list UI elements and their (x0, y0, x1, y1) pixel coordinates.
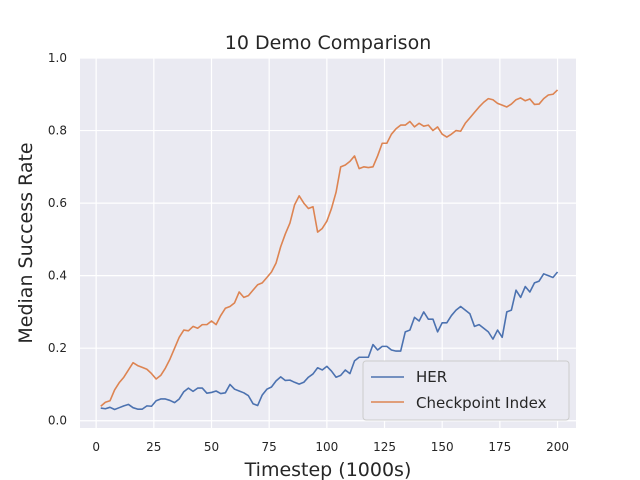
x-tick-label: 200 (546, 440, 569, 454)
x-tick-label: 150 (431, 440, 454, 454)
x-tick-label: 25 (146, 440, 161, 454)
x-tick-label: 175 (488, 440, 511, 454)
y-tick-label: 0.6 (48, 196, 67, 210)
y-tick-label: 0.4 (48, 269, 67, 283)
y-tick-label: 0.0 (48, 414, 67, 428)
x-tick-label: 50 (204, 440, 219, 454)
series-line-checkpoint-index (100, 89, 559, 407)
y-tick-label: 0.2 (48, 341, 67, 355)
x-tick-label: 0 (92, 440, 100, 454)
y-tick-label: 0.8 (48, 124, 67, 138)
series-line-her (100, 271, 559, 411)
series-lines (100, 89, 559, 411)
y-axis-title: Median Success Rate (15, 142, 37, 343)
x-tick-label: 125 (373, 440, 396, 454)
grid-lines (80, 57, 576, 428)
x-tick-label: 100 (315, 440, 338, 454)
legend-label-checkpoint-index: Checkpoint Index (416, 394, 547, 412)
legend: HER Checkpoint Index (362, 360, 570, 421)
x-tick-label: 75 (262, 440, 277, 454)
y-tick-labels: 0.0 0.2 0.4 0.6 0.8 1.0 (48, 51, 67, 428)
y-tick-label: 1.0 (48, 51, 67, 65)
x-tick-labels: 0 25 50 75 100 125 150 175 200 (92, 440, 569, 454)
chart-title: 10 Demo Comparison (225, 32, 431, 54)
legend-box (362, 360, 570, 421)
x-axis-title: Timestep (1000s) (244, 459, 412, 480)
legend-label-her: HER (416, 368, 447, 386)
